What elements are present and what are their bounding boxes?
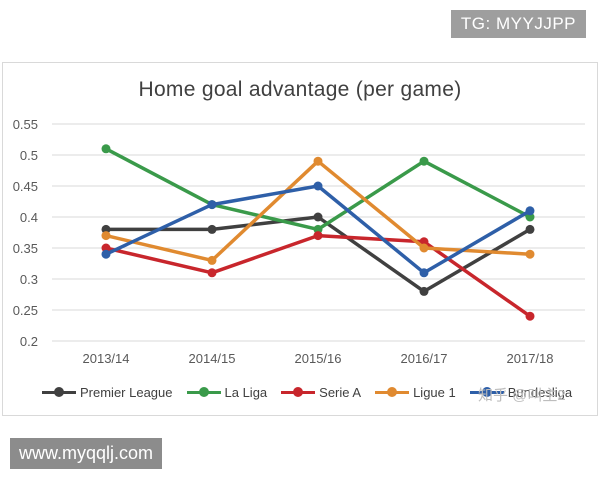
data-point: [101, 231, 111, 241]
series-premier-league: [101, 212, 535, 296]
data-point: [101, 243, 111, 253]
data-point: [419, 268, 429, 278]
chart-frame: [2, 62, 598, 416]
legend-item: Premier League: [42, 385, 173, 400]
series-ligue-1: [101, 156, 535, 265]
legend-label: La Liga: [224, 385, 268, 400]
data-point: [419, 286, 429, 296]
data-point: [525, 206, 535, 216]
legend-label: Bundesliga: [507, 385, 573, 400]
data-point: [101, 144, 111, 154]
data-point: [207, 200, 217, 210]
y-tick-label: 0.4: [20, 210, 38, 225]
series-la-liga: [101, 144, 535, 234]
chart-title: Home goal advantage (per game): [138, 78, 462, 101]
y-tick-label: 0.2: [20, 334, 38, 349]
data-point: [419, 156, 429, 166]
x-tick-label: 2015/16: [295, 351, 342, 366]
chart-legend: Premier League La Liga Serie A Ligue 1 Bunde…: [42, 385, 572, 400]
series-line: [105, 159, 531, 263]
data-point: [207, 224, 217, 234]
legend-swatch-icon: [42, 387, 76, 397]
data-point: [207, 255, 217, 265]
legend-item: Bundesliga: [469, 385, 573, 400]
data-point: [419, 243, 429, 253]
x-tick-label: 2014/15: [189, 351, 236, 366]
legend-item: Serie A: [281, 385, 361, 400]
data-point: [207, 268, 217, 278]
data-point: [313, 181, 323, 191]
y-tick-label: 0.3: [20, 272, 38, 287]
y-axis-ticks: 0.2 0.25 0.3 0.35 0.4 0.45 0.5 0.55: [13, 117, 38, 349]
chart-series: [101, 144, 535, 321]
x-tick-label: 2017/18: [507, 351, 554, 366]
data-point: [525, 311, 535, 321]
y-tick-label: 0.55: [13, 117, 38, 132]
data-point: [525, 224, 535, 234]
bottom-url-watermark: www.myqqlj.com: [10, 438, 163, 469]
top-watermark-badge: TG: MYYJJPP: [450, 10, 586, 38]
y-tick-label: 0.35: [13, 241, 38, 256]
data-point: [313, 231, 323, 241]
x-tick-label: 2013/14: [83, 351, 130, 366]
y-tick-label: 0.5: [20, 148, 38, 163]
legend-label: Serie A: [319, 385, 362, 400]
data-point: [525, 212, 535, 222]
legend-label: Premier League: [80, 385, 173, 400]
legend-swatch-icon: [375, 387, 410, 397]
series-bundesliga: [101, 181, 535, 278]
zhihu-watermark: 知乎 @叫主2: [478, 387, 566, 404]
legend-item: La Liga: [186, 385, 268, 400]
data-point: [313, 212, 323, 222]
legend-item: Ligue 1: [375, 385, 456, 400]
x-axis-ticks: 2013/14 2014/15 2015/16 2016/17 2017/18: [83, 351, 554, 366]
legend-swatch-icon: [281, 387, 316, 397]
x-tick-label: 2016/17: [401, 351, 448, 366]
legend-swatch-icon: [186, 387, 221, 397]
data-point: [313, 224, 323, 234]
legend-label: Ligue 1: [413, 385, 456, 400]
chart-grid: [52, 123, 585, 342]
series-serie-a: [101, 231, 535, 321]
y-tick-label: 0.45: [13, 179, 38, 194]
data-point: [525, 249, 535, 259]
y-tick-label: 0.25: [13, 303, 38, 318]
data-point: [313, 156, 323, 166]
legend-swatch-icon: [469, 387, 504, 397]
data-point: [101, 249, 111, 259]
data-point: [101, 224, 111, 234]
